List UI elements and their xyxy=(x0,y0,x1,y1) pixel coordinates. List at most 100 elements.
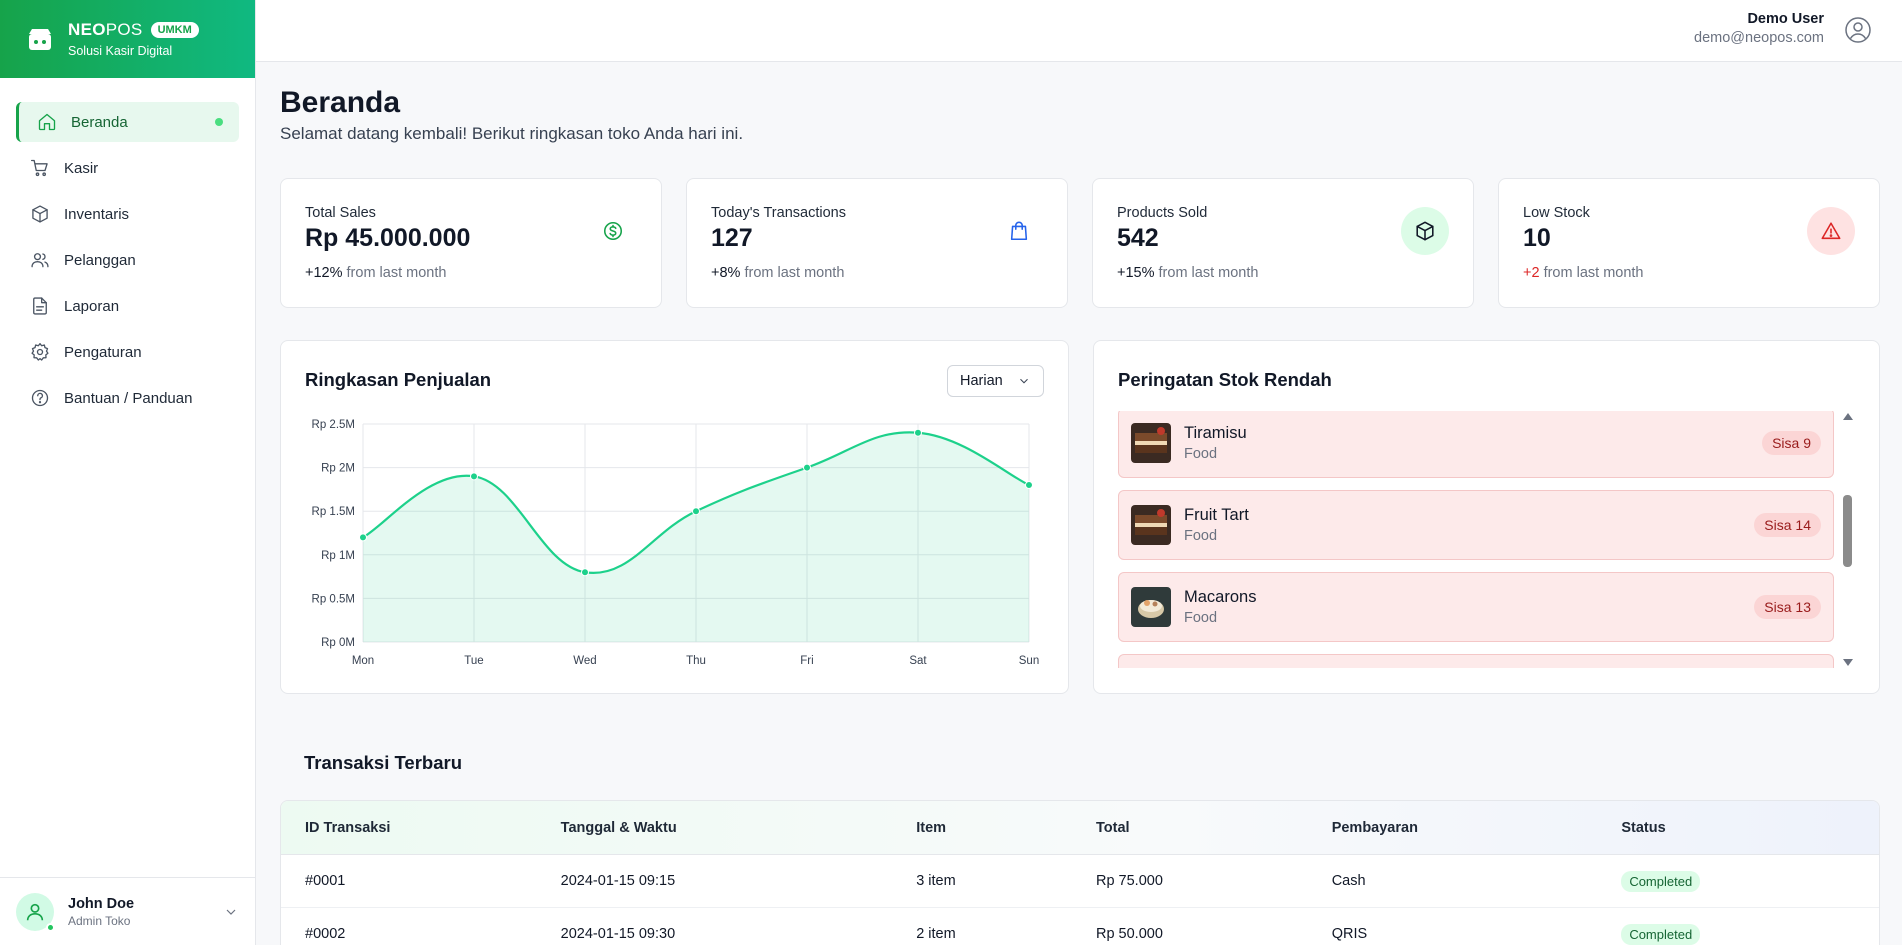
brand-header[interactable]: NEOPOS UMKM Solusi Kasir Digital xyxy=(0,0,255,78)
sidebar-item-laporan[interactable]: Laporan xyxy=(16,286,239,326)
gear-icon xyxy=(31,343,49,361)
chart-y-ticks: Rp 0M Rp 0.5M Rp 1M Rp 1.5M Rp 2M Rp 2.5M xyxy=(312,419,355,649)
table-row[interactable]: #0002 2024-01-15 09:30 2 item Rp 50.000 … xyxy=(281,908,1879,945)
chart-points xyxy=(359,428,1033,577)
page-title: Beranda xyxy=(280,86,401,119)
status-cell: Completed xyxy=(1621,870,1879,892)
chart-data-point xyxy=(914,428,922,437)
product-thumbnail xyxy=(1131,587,1171,627)
avatar xyxy=(16,892,55,932)
period-select[interactable]: Harian xyxy=(947,365,1044,397)
stat-label: Products Sold xyxy=(1117,205,1208,221)
header-user-name: Demo User xyxy=(1747,11,1824,27)
sidebar-item-label: Pelanggan xyxy=(64,251,136,269)
sidebar-item-label: Bantuan / Panduan xyxy=(64,389,193,407)
low-stock-list[interactable]: Tiramisu Food Sisa 9 Fruit Tart Food Sis… xyxy=(1118,411,1839,668)
transaction-total: Rp 75.000 xyxy=(1095,873,1163,889)
column-header[interactable]: ID Transaksi xyxy=(305,819,391,836)
sidebar-user-menu[interactable]: John Doe Admin Toko xyxy=(0,877,255,945)
help-icon xyxy=(31,389,49,407)
column-header[interactable]: Tanggal & Waktu xyxy=(560,819,677,836)
list-item[interactable]: Tiramisu Food Sisa 9 xyxy=(1118,411,1834,478)
transaction-total: Rp 50.000 xyxy=(1095,926,1163,942)
header-user-info[interactable]: Demo User demo@neopos.com xyxy=(1694,11,1824,46)
list-item[interactable] xyxy=(1118,654,1834,668)
product-category: Food xyxy=(1184,528,1218,544)
transaction-datetime: 2024-01-15 09:15 xyxy=(560,873,676,889)
brand-badge: UMKM xyxy=(150,22,199,38)
chart-data-point xyxy=(1025,481,1033,490)
stat-label: Today's Transactions xyxy=(711,205,846,221)
sidebar-item-pengaturan[interactable]: Pengaturan xyxy=(16,332,239,372)
product-category: Food xyxy=(1184,610,1218,626)
sidebar-item-beranda[interactable]: Beranda xyxy=(16,102,239,142)
y-tick-label: Rp 0M xyxy=(321,637,355,649)
active-indicator-dot xyxy=(215,118,223,126)
scroll-down-arrow-icon[interactable] xyxy=(1843,659,1853,666)
chevron-down-icon[interactable] xyxy=(223,904,239,920)
stat-icon xyxy=(1807,207,1855,255)
list-item[interactable]: Fruit Tart Food Sisa 14 xyxy=(1118,490,1834,560)
stat-label: Low Stock xyxy=(1523,205,1590,221)
recent-transactions-title: Transaksi Terbaru xyxy=(304,752,463,773)
scroll-up-arrow-icon[interactable] xyxy=(1843,413,1853,420)
sidebar-item-bantuan[interactable]: Bantuan / Panduan xyxy=(16,378,239,418)
product-thumbnail xyxy=(1131,505,1171,545)
x-tick-label: Tue xyxy=(464,655,483,667)
stat-delta: +15% from last month xyxy=(1117,265,1259,281)
stock-remaining-badge: Sisa 13 xyxy=(1754,595,1821,619)
chart-data-point xyxy=(692,507,700,516)
shopping-bag-icon xyxy=(1010,221,1028,241)
table-row[interactable]: #0001 2024-01-15 09:15 3 item Rp 75.000 … xyxy=(281,855,1879,908)
warning-icon xyxy=(1821,222,1841,240)
home-icon xyxy=(38,113,56,131)
user-circle-icon[interactable] xyxy=(1844,16,1872,44)
stat-delta: +8% from last month xyxy=(711,265,845,281)
x-tick-label: Sun xyxy=(1019,655,1039,667)
product-thumbnail xyxy=(1131,423,1171,463)
stat-card-products-sold: Products Sold 542 +15% from last month xyxy=(1092,178,1474,308)
x-tick-label: Wed xyxy=(573,655,596,667)
sidebar-item-kasir[interactable]: Kasir xyxy=(16,148,239,188)
sidebar-item-label: Beranda xyxy=(71,113,128,131)
transaction-payment: Cash xyxy=(1331,873,1366,889)
cube-icon xyxy=(1416,221,1434,241)
sidebar-item-pelanggan[interactable]: Pelanggan xyxy=(16,240,239,280)
period-select-value: Harian xyxy=(960,373,1003,389)
sales-summary-title: Ringkasan Penjualan xyxy=(305,369,492,390)
brand-name: NEOPOS xyxy=(68,20,143,39)
stat-cards: Total Sales Rp 45.000.000 +12% from last… xyxy=(280,178,1880,308)
table-header: ID Transaksi Tanggal & Waktu Item Total … xyxy=(281,801,1879,855)
product-name: Macarons xyxy=(1184,588,1257,606)
stock-remaining-badge: Sisa 14 xyxy=(1754,513,1821,537)
y-tick-label: Rp 1.5M xyxy=(312,506,355,518)
status-cell: Completed xyxy=(1621,923,1879,945)
stat-value: Rp 45.000.000 xyxy=(305,224,471,252)
list-item[interactable]: Macarons Food Sisa 13 xyxy=(1118,572,1834,642)
sidebar-item-label: Kasir xyxy=(64,159,99,177)
stat-card-total-sales: Total Sales Rp 45.000.000 +12% from last… xyxy=(280,178,662,308)
low-stock-panel: Peringatan Stok Rendah Tiramisu Food Sis… xyxy=(1093,340,1880,694)
sidebar-nav: Beranda Kasir Inventaris Pelanggan Lapor… xyxy=(0,78,255,418)
column-header[interactable]: Pembayaran xyxy=(1331,819,1418,836)
file-icon xyxy=(33,297,47,315)
sales-chart: Rp 0M Rp 0.5M Rp 1M Rp 1.5M Rp 2M Rp 2.5M Mon… xyxy=(312,419,1040,667)
scrollbar-thumb[interactable] xyxy=(1843,495,1852,567)
header-user-email: demo@neopos.com xyxy=(1694,30,1824,46)
macaron-image-icon xyxy=(1131,587,1171,627)
sidebar-item-inventaris[interactable]: Inventaris xyxy=(16,194,239,234)
sidebar-item-label: Inventaris xyxy=(64,205,130,223)
column-header[interactable]: Status xyxy=(1621,819,1666,836)
transaction-id: #0001 xyxy=(305,873,346,889)
stat-label: Total Sales xyxy=(305,205,376,221)
product-category: Food xyxy=(1184,446,1218,462)
low-stock-scrollbar[interactable] xyxy=(1841,411,1853,668)
column-header[interactable]: Item xyxy=(916,819,947,836)
transaction-id: #0002 xyxy=(305,926,346,942)
transactions-table: ID Transaksi Tanggal & Waktu Item Total … xyxy=(280,800,1880,945)
transaction-items: 3 item xyxy=(916,873,956,889)
stat-icon xyxy=(1401,207,1449,255)
low-stock-title: Peringatan Stok Rendah xyxy=(1118,369,1332,390)
brand-tagline: Solusi Kasir Digital xyxy=(68,44,173,58)
column-header[interactable]: Total xyxy=(1095,819,1130,836)
